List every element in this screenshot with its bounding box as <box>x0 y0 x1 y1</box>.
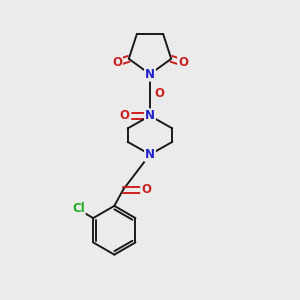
Text: N: N <box>145 68 155 81</box>
Text: O: O <box>178 56 188 69</box>
Text: O: O <box>141 183 151 196</box>
Text: O: O <box>120 109 130 122</box>
Text: N: N <box>145 148 155 161</box>
Text: O: O <box>112 56 122 69</box>
Text: Cl: Cl <box>72 202 85 215</box>
Text: O: O <box>154 87 164 100</box>
Text: N: N <box>145 109 155 122</box>
